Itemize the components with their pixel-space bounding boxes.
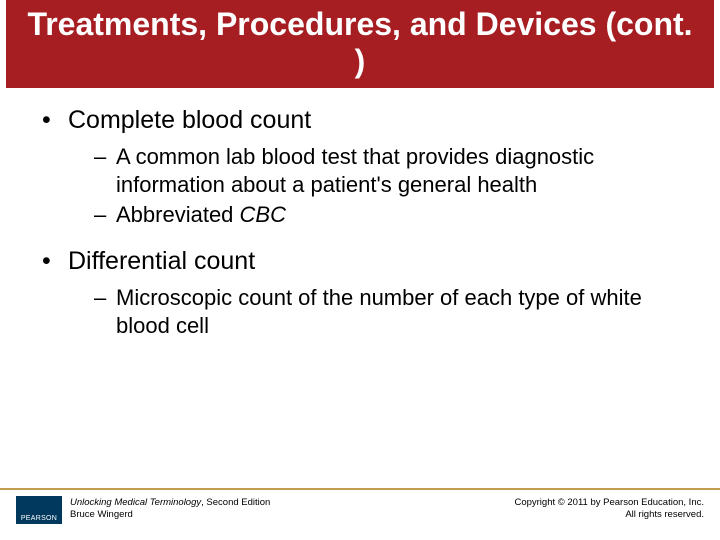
book-title: Unlocking Medical Terminology: [70, 497, 201, 508]
footer-inner: PEARSON Unlocking Medical Terminology, S…: [0, 490, 720, 524]
bullet-text: Complete blood count: [68, 106, 678, 135]
pearson-logo: PEARSON: [16, 496, 62, 524]
slide-body: • Complete blood count – A common lab bl…: [0, 88, 720, 341]
sublist: – Microscopic count of the number of eac…: [94, 284, 678, 340]
bullet-text: Differential count: [68, 247, 678, 276]
slide: Treatments, Procedures, and Devices (con…: [0, 0, 720, 540]
copyright-line: Copyright © 2011 by Pearson Education, I…: [514, 497, 704, 509]
bullet-text: A common lab blood test that provides di…: [116, 143, 678, 199]
bullet-level2: – Microscopic count of the number of eac…: [94, 284, 678, 340]
bullet-text-italic: CBC: [240, 202, 286, 227]
bullet-level2: – A common lab blood test that provides …: [94, 143, 678, 199]
footer-right: Copyright © 2011 by Pearson Education, I…: [514, 496, 704, 522]
bullet-dot-icon: •: [42, 247, 68, 276]
copyright-line: All rights reserved.: [514, 509, 704, 521]
sublist: – A common lab blood test that provides …: [94, 143, 678, 229]
footer-left: PEARSON Unlocking Medical Terminology, S…: [16, 496, 270, 524]
edition-suffix: , Second Edition: [201, 497, 270, 508]
dash-icon: –: [94, 201, 116, 229]
footer-left-text: Unlocking Medical Terminology, Second Ed…: [70, 496, 270, 522]
slide-footer: PEARSON Unlocking Medical Terminology, S…: [0, 488, 720, 540]
bullet-text: Microscopic count of the number of each …: [116, 284, 678, 340]
dash-icon: –: [94, 143, 116, 199]
bullet-dot-icon: •: [42, 106, 68, 135]
bullet-level1: • Complete blood count: [42, 106, 678, 135]
bullet-level1: • Differential count: [42, 247, 678, 276]
dash-icon: –: [94, 284, 116, 340]
slide-title: Treatments, Procedures, and Devices (con…: [6, 0, 714, 88]
author: Bruce Wingerd: [70, 509, 270, 521]
bullet-text-prefix: Abbreviated: [116, 202, 240, 227]
bullet-text: Abbreviated CBC: [116, 201, 678, 229]
bullet-level2: – Abbreviated CBC: [94, 201, 678, 229]
book-line: Unlocking Medical Terminology, Second Ed…: [70, 497, 270, 509]
